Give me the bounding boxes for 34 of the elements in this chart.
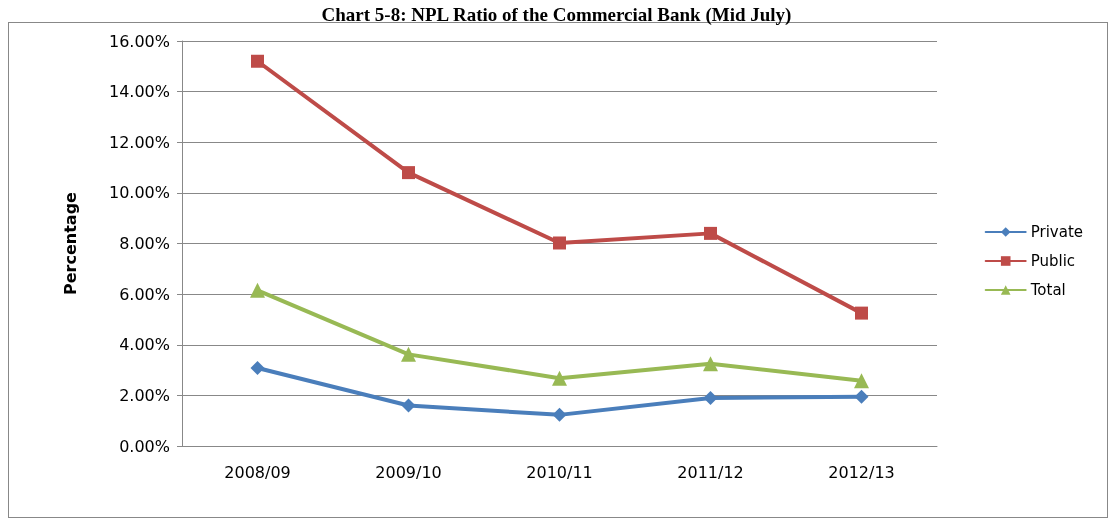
point — [401, 346, 416, 362]
chart-title: Chart 5-8: NPL Ratio of the Commercial Bank (Mid July) — [321, 4, 792, 26]
point — [250, 282, 265, 298]
point — [251, 54, 264, 68]
y-tick-label: 14.00% — [108, 82, 170, 102]
y-tick-label: 6.00% — [119, 284, 170, 304]
point — [553, 236, 566, 250]
point — [402, 166, 415, 180]
legend-label: Public — [1030, 252, 1076, 270]
y-tick-label: 12.00% — [108, 132, 170, 152]
legend-label: Total — [1029, 281, 1066, 299]
point — [855, 306, 868, 320]
point — [704, 226, 717, 240]
y-tick-label: 2.00% — [119, 385, 170, 405]
y-tick-label: 4.00% — [119, 335, 170, 355]
point — [401, 398, 416, 413]
x-tick-label: 2011/12 — [677, 462, 744, 482]
point — [552, 407, 567, 422]
y-tick-label: 8.00% — [119, 234, 170, 253]
y-axis-title: Percentage — [60, 191, 80, 295]
x-tick-label: 2009/10 — [375, 462, 442, 482]
point — [552, 370, 567, 386]
point — [854, 373, 869, 389]
x-tick-label: 2010/11 — [526, 462, 593, 482]
point — [854, 389, 869, 404]
y-tick-label: 0.00% — [119, 436, 170, 456]
point — [250, 361, 265, 376]
x-tick-label: 2008/09 — [224, 462, 291, 482]
x-tick-label: 2012/13 — [828, 462, 895, 482]
y-tick-label: 10.00% — [108, 183, 170, 203]
legend-label: Private — [1030, 223, 1083, 241]
y-tick-label: 16.00% — [108, 31, 170, 51]
point — [703, 356, 718, 372]
point — [703, 390, 718, 405]
